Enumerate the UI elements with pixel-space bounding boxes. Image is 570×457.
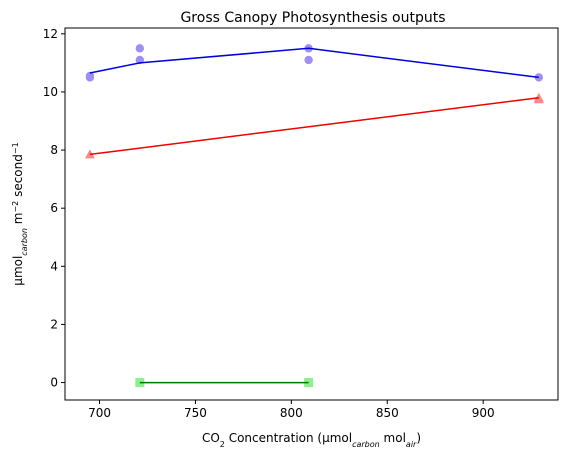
- chart-title: Gross Canopy Photosynthesis outputs: [180, 10, 445, 26]
- y-tick-label: 10: [43, 85, 58, 99]
- y-tick-label: 4: [50, 259, 58, 273]
- plot-frame: [64, 27, 559, 401]
- x-tick-label: 750: [184, 406, 207, 420]
- y-axis-label: µmolcarbon m−2 second−1: [11, 142, 29, 285]
- series-line: [89, 96, 539, 156]
- y-tick-label: 8: [50, 143, 58, 157]
- x-tick-label: 800: [280, 406, 303, 420]
- x-tick-label: 700: [88, 406, 111, 420]
- y-tick-label: 0: [50, 376, 58, 390]
- y-axis-ticks: 0 2 4 6 8 10 12: [43, 27, 65, 390]
- chart-marks: [84, 44, 544, 388]
- data-point: [85, 71, 95, 81]
- data-point: [135, 44, 145, 53]
- data-point: [304, 378, 314, 388]
- series-line: [89, 47, 539, 79]
- y-tick-label: 2: [50, 317, 58, 331]
- y-tick-label: 12: [43, 27, 58, 41]
- x-axis-label: CO2 Concentration (µmolcarbon molair): [202, 431, 421, 449]
- series-2: [84, 92, 544, 159]
- x-tick-label: 850: [376, 406, 399, 420]
- x-tick-label: 900: [472, 406, 495, 420]
- data-point: [533, 94, 544, 104]
- data-point: [304, 55, 313, 65]
- series-3: [135, 378, 314, 388]
- y-tick-label: 6: [50, 201, 58, 215]
- series-1: [85, 44, 544, 82]
- data-point: [534, 73, 544, 82]
- x-axis-ticks: 700 750 800 850 900: [88, 400, 495, 420]
